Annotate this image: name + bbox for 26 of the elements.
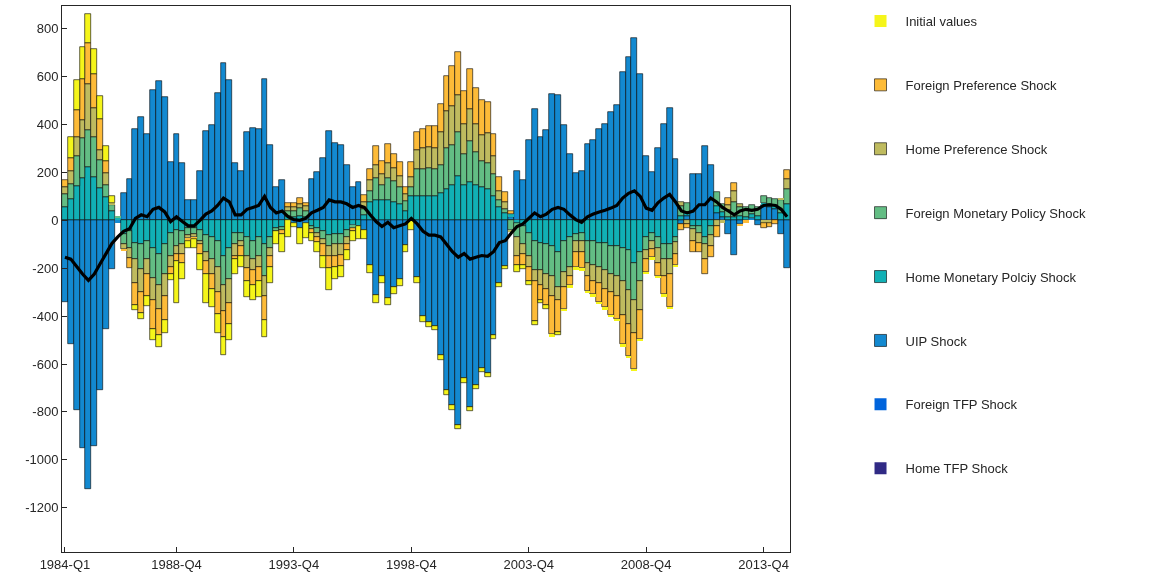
x-tick-label: 2008-Q4 — [620, 556, 672, 572]
y-tick-label: 600 — [36, 69, 59, 85]
legend-label: Initial values — [905, 14, 978, 30]
x-tick-label: 1984-Q1 — [39, 556, 91, 572]
y-tick-label: -800 — [32, 404, 59, 420]
legend-label: UIP Shock — [905, 333, 968, 349]
x-tick-label: 2013-Q4 — [738, 556, 789, 572]
legend-label: Foreign TFP Shock — [905, 397, 1018, 413]
legend-label: Foreign Preference Shock — [905, 77, 1058, 93]
x-tick-label: 1988-Q4 — [151, 556, 202, 572]
legend-label: Home TFP Shock — [905, 461, 1009, 477]
legend-label: Home Monetary Polciy Shock — [905, 269, 1077, 285]
y-tick-label: -600 — [32, 356, 59, 372]
y-tick-label: 0 — [51, 212, 59, 228]
y-tick-label: 200 — [36, 164, 59, 180]
x-tick-label: 1993-Q4 — [268, 556, 320, 572]
x-tick-label: 2003-Q4 — [503, 556, 555, 572]
legend-label: Foreign Monetary Policy Shock — [905, 205, 1086, 221]
y-tick-label: 800 — [36, 21, 59, 37]
y-tick-label: -400 — [32, 308, 59, 324]
y-tick-label: -1000 — [25, 452, 59, 468]
x-tick-label: 1998-Q4 — [386, 556, 437, 572]
y-tick-label: 400 — [36, 117, 59, 133]
legend-label: Home Preference Shock — [905, 141, 1048, 157]
y-tick-label: -200 — [32, 260, 59, 276]
y-tick-label: -1200 — [25, 500, 59, 516]
